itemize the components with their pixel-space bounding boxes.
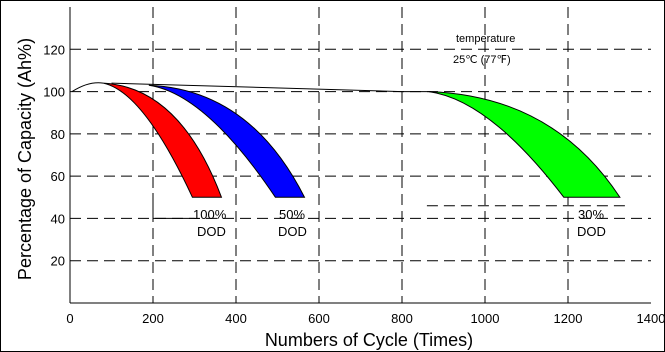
series-label-30-pct: 30%	[578, 207, 604, 222]
y-tick-label: 40	[51, 211, 65, 226]
temperature-value: 25℃ (77℉)	[453, 54, 511, 66]
x-tick-label: 1000	[471, 311, 500, 326]
tick-labels: 0 200 400 600 800 1000 1200 1400 20 40 60 80 100 120	[43, 42, 664, 326]
dod-band-0	[103, 82, 223, 198]
series-label-30-dod-text: DOD	[577, 224, 606, 239]
y-axis-title: Percentage of Capacity (Ah%)	[15, 38, 35, 280]
temperature-label: temperature	[456, 33, 515, 45]
initial-capacity-curve	[71, 82, 104, 92]
y-tick-label: 20	[51, 254, 65, 269]
x-tick-label: 400	[225, 311, 247, 326]
x-tick-label: 800	[391, 311, 413, 326]
dod-band-1	[148, 84, 306, 198]
dod-bands	[71, 82, 629, 219]
series-label-100-dod: 100% DOD	[193, 207, 227, 239]
series-label-100-dod-text: DOD	[197, 224, 226, 239]
capacity-reference-line	[111, 82, 403, 93]
x-tick-label: 1400	[637, 311, 664, 326]
series-label-50-dod-text: DOD	[278, 224, 307, 239]
x-tick-label: 0	[66, 311, 73, 326]
label-leader-line	[152, 193, 195, 219]
series-label-30-dod: 30% DOD	[577, 207, 606, 239]
y-tick-label: 80	[51, 127, 65, 142]
series-label-50-dod: 50% DOD	[278, 207, 307, 239]
x-tick-label: 200	[142, 311, 164, 326]
y-tick-label: 120	[43, 42, 65, 57]
dod-band-2	[428, 91, 621, 198]
series-label-50-pct: 50%	[279, 207, 305, 222]
y-tick-label: 60	[51, 169, 65, 184]
series-label-100-pct: 100%	[193, 207, 227, 222]
x-tick-label: 600	[308, 311, 330, 326]
y-tick-label: 100	[43, 85, 65, 100]
x-tick-label: 1200	[554, 311, 583, 326]
axes	[69, 7, 651, 304]
x-axis-title: Numbers of Cycle (Times)	[265, 330, 473, 350]
